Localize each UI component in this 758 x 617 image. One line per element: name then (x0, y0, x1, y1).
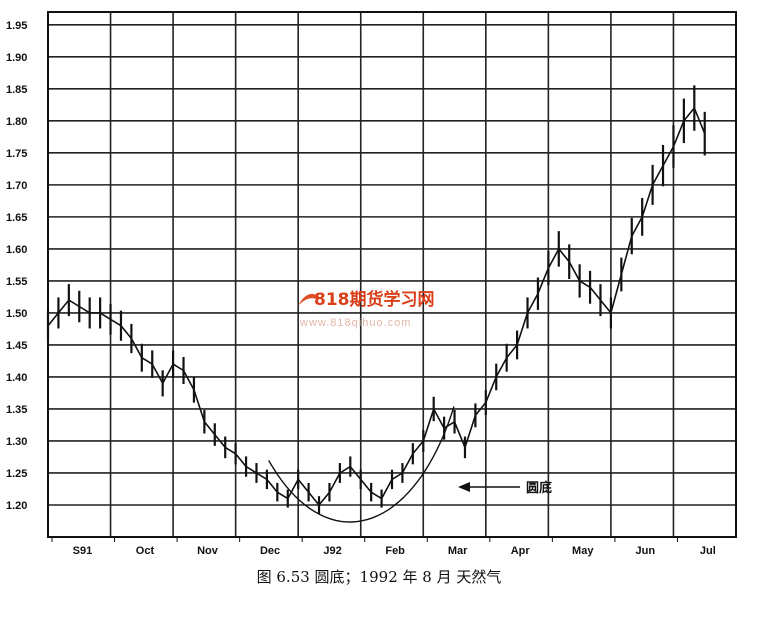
x-tick-label: J92 (323, 545, 341, 557)
watermark: 818期货学习网 www.818qihuo.com (298, 289, 435, 329)
y-tick-label: 1.65 (6, 212, 27, 224)
watermark-title: 818期货学习网 (314, 289, 435, 310)
watermark-flame-icon (298, 293, 318, 306)
y-tick-label: 1.50 (6, 308, 27, 320)
annotation-label: 圆底 (526, 480, 552, 496)
y-tick-label: 1.60 (6, 244, 27, 256)
y-tick-label: 1.95 (6, 20, 27, 32)
series-line (47, 107, 706, 506)
x-tick-label: Jun (636, 545, 656, 557)
y-tick-label: 1.45 (6, 340, 27, 352)
y-tick-label: 1.55 (6, 276, 27, 288)
y-tick-label: 1.75 (6, 148, 27, 160)
x-tick-label: Apr (511, 545, 531, 557)
y-tick-label: 1.70 (6, 180, 27, 192)
x-tick-label: Mar (448, 545, 468, 557)
annotation-arrow-head-icon (458, 482, 470, 492)
x-axis-ticks: S91 Oct Nov Dec J92 Feb Mar Apr May Jun Jul (73, 545, 716, 557)
x-tick-label: S91 (73, 545, 93, 557)
y-tick-label: 1.35 (6, 404, 27, 416)
figure-caption: 图 6.53 圆底；1992 年 8 月 天然气 (256, 568, 502, 586)
y-tick-label: 1.20 (6, 500, 27, 512)
y-tick-label: 1.30 (6, 436, 27, 448)
y-tick-label: 1.25 (6, 468, 27, 480)
x-tick-label: May (572, 545, 594, 557)
y-axis-ticks: 1.20 1.25 1.30 1.35 1.40 1.45 1.50 1.55 1.60 1.65… (6, 20, 27, 512)
y-tick-label: 1.80 (6, 116, 27, 128)
y-tick-label: 1.40 (6, 372, 27, 384)
price-series (46, 85, 706, 514)
x-tick-label: Oct (136, 545, 155, 557)
watermark-url: www.818qihuo.com (299, 317, 411, 329)
x-tick-label: Dec (260, 545, 280, 557)
y-tick-label: 1.85 (6, 84, 27, 96)
plot-frame (47, 11, 737, 538)
rounding-bottom-arc (268, 406, 455, 523)
x-tick-label: Feb (385, 545, 405, 557)
x-tick-label: Nov (197, 545, 219, 557)
x-tick-label: Jul (700, 545, 716, 557)
y-tick-label: 1.90 (6, 52, 27, 64)
grid (48, 12, 736, 542)
